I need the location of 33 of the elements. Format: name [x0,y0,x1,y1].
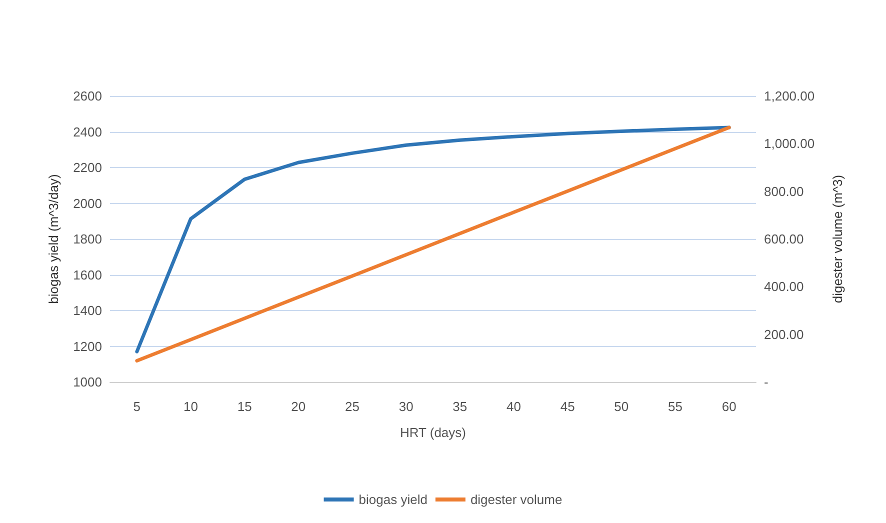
y-axis-title: biogas yield (m^3/day) [46,174,61,304]
x-tick-label: 55 [668,399,682,414]
y-tick-label: 1600 [73,267,102,282]
y-tick-label: 1400 [73,303,102,318]
x-tick-label: 25 [345,399,360,414]
y2-axis-title: digester volume (m^3) [830,174,845,304]
y-tick-label: 1000 [73,374,102,390]
y2-tick-label: 1,200.00 [764,88,815,104]
y-tick-label: 2600 [73,88,102,104]
x-tick-label: 35 [452,399,468,414]
x-tick-label: 40 [506,399,521,414]
y2-tick-label: 1,000.00 [764,136,815,152]
y-tick-label: 2000 [73,196,102,211]
y2-tick-label: - [764,374,768,390]
legend-label: biogas yield [358,492,428,507]
y2-tick-label: 400.00 [764,279,804,294]
x-tick-label: 60 [722,399,736,414]
x-axis-title: HRT (days) [400,425,466,440]
y2-tick-label: 800.00 [764,184,804,199]
x-tick-label: 30 [398,399,414,414]
y-tick-label: 2400 [73,124,102,140]
x-tick-label: 50 [614,399,629,414]
y-tick-label: 2200 [73,160,102,175]
y-tick-label: 1200 [73,338,102,354]
y2-tick-label: 200.00 [764,326,804,342]
x-tick-label: 5 [133,399,141,414]
x-tick-label: 20 [291,399,306,414]
x-tick-label: 10 [184,399,198,414]
y2-tick-label: 600.00 [764,232,804,246]
legend-label: digester volume [470,492,562,507]
y-tick-label: 1800 [73,232,102,246]
x-tick-label: 45 [560,399,575,414]
x-tick-label: 15 [237,399,252,414]
